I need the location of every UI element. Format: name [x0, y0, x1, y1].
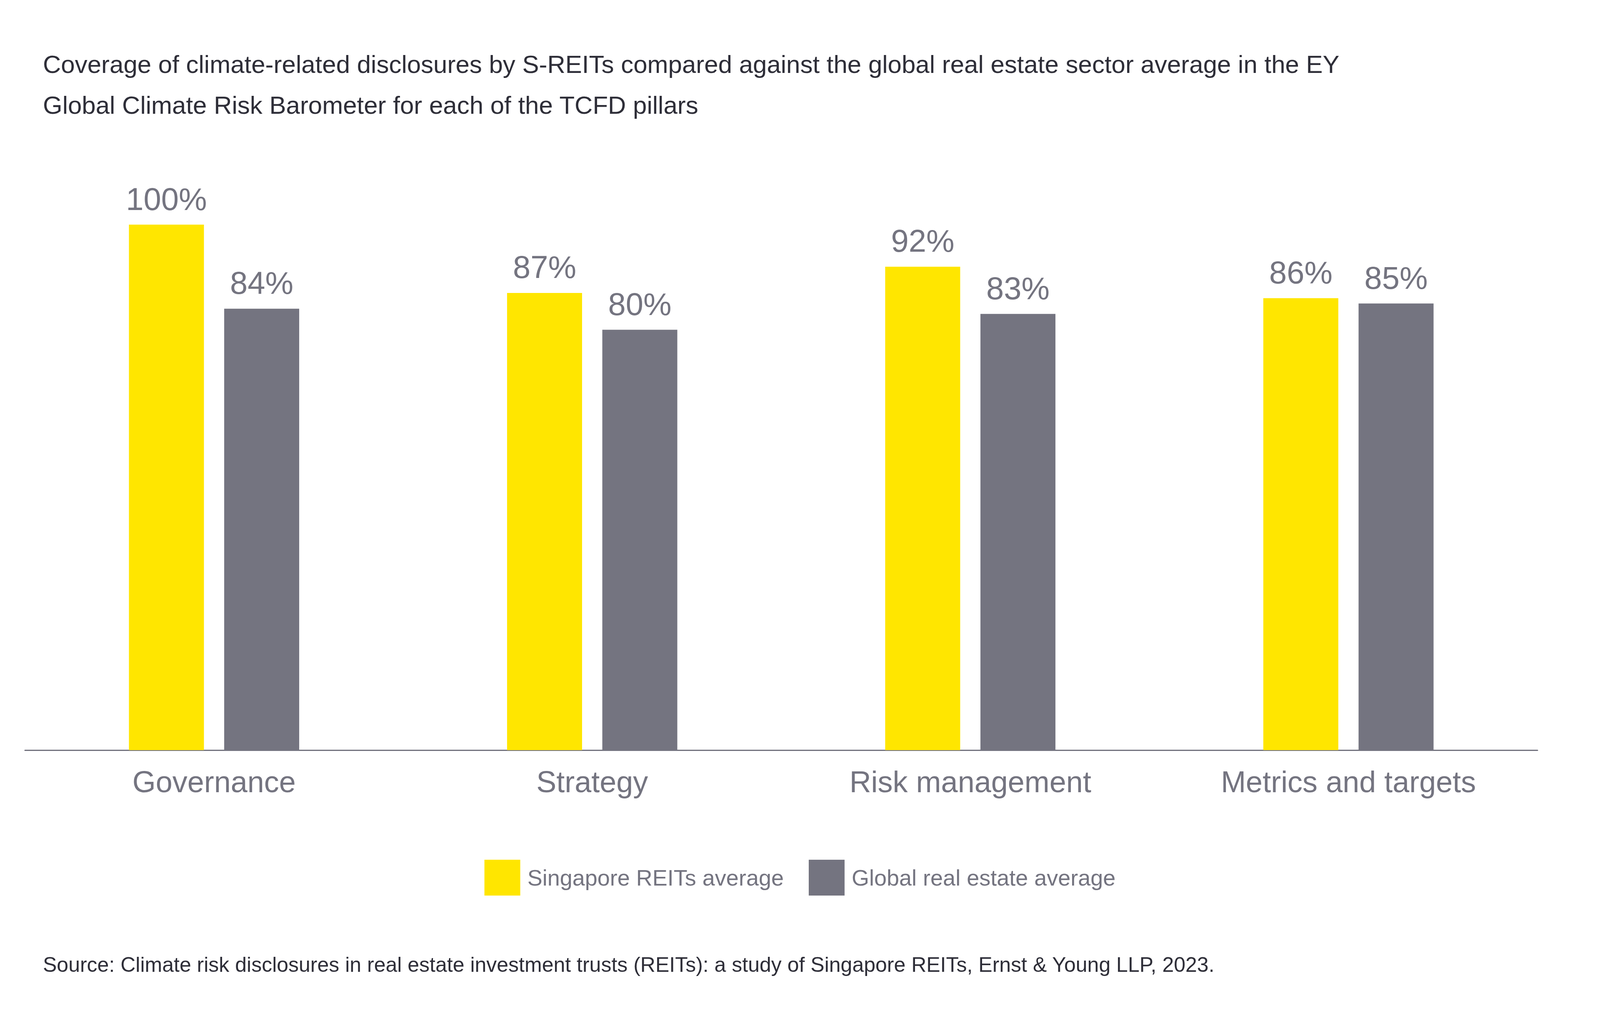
svg-text:87%: 87% [512, 249, 577, 285]
svg-text:100%: 100% [125, 181, 207, 217]
svg-text:Strategy: Strategy [536, 765, 648, 799]
svg-text:85%: 85% [1364, 260, 1428, 296]
svg-text:Metrics and targets: Metrics and targets [1220, 765, 1476, 799]
svg-text:Global Climate Risk Barometer: Global Climate Risk Barometer for each o… [42, 91, 699, 120]
svg-text:80%: 80% [607, 286, 672, 322]
svg-text:Global real estate average: Global real estate average [851, 865, 1116, 890]
svg-text:Source: Climate risk disclosur: Source: Climate risk disclosures in real… [42, 952, 1215, 977]
svg-text:Governance: Governance [132, 765, 296, 799]
svg-text:86%: 86% [1269, 254, 1333, 290]
svg-text:92%: 92% [890, 222, 955, 259]
svg-text:Risk management: Risk management [849, 765, 1092, 799]
svg-text:83%: 83% [986, 270, 1050, 306]
svg-text:84%: 84% [230, 265, 294, 301]
svg-text:Singapore REITs average: Singapore REITs average [527, 865, 784, 890]
svg-text:Coverage of climate-related di: Coverage of climate-related disclosures … [42, 50, 1346, 79]
